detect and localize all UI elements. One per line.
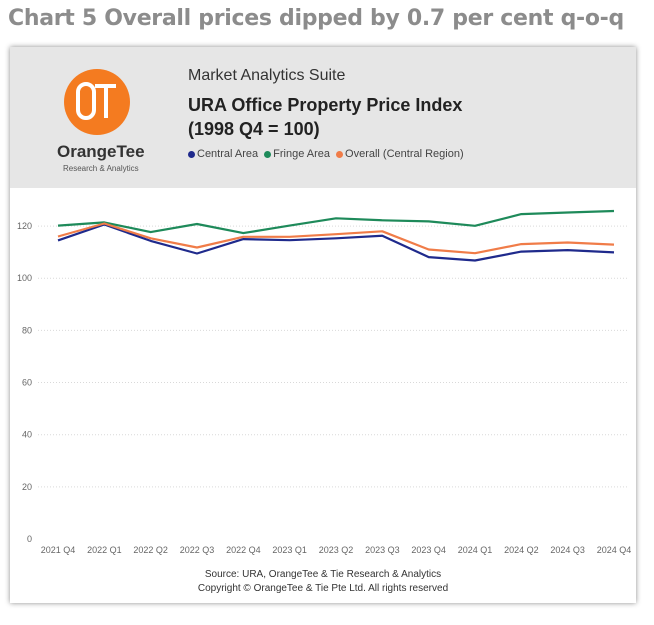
line-chart: 0 20 40 60 80 100 120 2021 Q4 2022 Q1 2022 Q2 2022… (17, 209, 632, 555)
x-tick-label: 2022 Q1 (87, 545, 122, 555)
legend-label: Fringe Area (273, 148, 331, 160)
page-title: Chart 5 Overall prices dipped by 0.7 per… (8, 6, 624, 31)
y-tick-label: 60 (22, 378, 32, 388)
legend-label: Overall (Central Region) (345, 148, 464, 160)
suite-name: Market Analytics Suite (188, 67, 346, 84)
series-line (57, 223, 615, 262)
y-tick-label: 80 (22, 325, 32, 335)
logo-wordmark-part2: Tee (116, 142, 145, 161)
chart-header: OrangeTee Research & Analytics Market An… (10, 47, 636, 188)
y-tick-label: 40 (22, 430, 32, 440)
logo-wordmark-part1: Orange (57, 142, 117, 161)
chart-card: OrangeTee Research & Analytics Market An… (10, 47, 636, 603)
chart-title-line1: URA Office Property Price Index (188, 95, 463, 115)
legend-marker (264, 150, 272, 158)
chart-title: URA Office Property Price Index (1998 Q4… (188, 93, 608, 141)
logo-wordmark: OrangeTee (57, 142, 145, 162)
legend-marker (188, 150, 195, 158)
copyright-line: Copyright © OrangeTee & Tie Pte Ltd. All… (197, 583, 449, 594)
legend-item: Fringe Area (264, 148, 330, 160)
x-tick-label: 2022 Q2 (133, 545, 168, 555)
series-line (57, 222, 615, 255)
y-tick-label: 100 (17, 273, 32, 283)
y-tick-label: 120 (17, 221, 32, 231)
x-tick-label: 2024 Q3 (550, 545, 585, 555)
x-tick-label: 2021 Q4 (41, 545, 76, 555)
y-tick-label: 20 (22, 482, 32, 492)
x-tick-label: 2022 Q3 (180, 545, 215, 555)
x-tick-label: 2023 Q3 (365, 545, 400, 555)
legend-marker (336, 150, 344, 158)
x-tick-label: 2022 Q4 (226, 545, 261, 555)
chart-legend: Central Area Fringe Area Overall (Central … (188, 148, 464, 160)
x-tick-label: 2023 Q4 (411, 545, 446, 555)
source-line: Source: URA, OrangeTee & Tie Research & … (204, 569, 442, 580)
orangetee-logo-icon (64, 69, 130, 135)
series-line (57, 209, 615, 235)
chart-title-line2: (1998 Q4 = 100) (188, 119, 320, 139)
x-tick-label: 2024 Q4 (597, 545, 632, 555)
x-tick-label: 2023 Q1 (272, 545, 307, 555)
y-tick-label: 0 (27, 534, 32, 544)
legend-item: Central Area (188, 148, 258, 160)
x-tick-label: 2024 Q1 (458, 545, 493, 555)
legend-label: Central Area (197, 148, 259, 160)
logo-subtitle: Research & Analytics (63, 164, 139, 173)
source-note: Source: URA, OrangeTee & Tie Research & … (10, 568, 636, 596)
legend-item: Overall (Central Region) (336, 148, 464, 160)
x-tick-label: 2023 Q2 (319, 545, 354, 555)
x-tick-label: 2024 Q2 (504, 545, 539, 555)
